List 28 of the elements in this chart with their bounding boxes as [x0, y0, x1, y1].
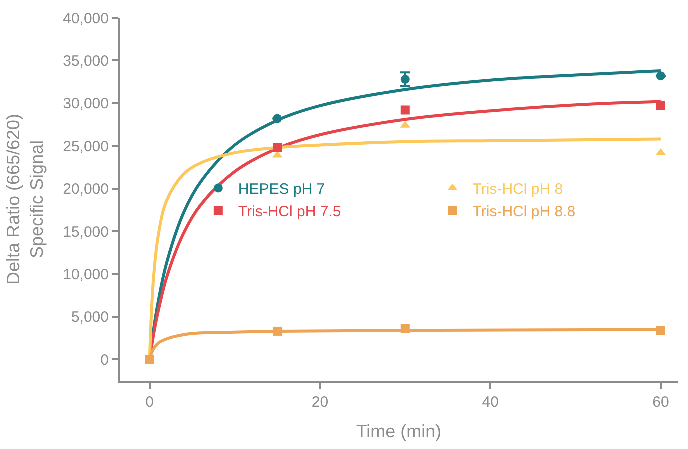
y-axis-title: Delta Ratio (665/620) Specific Signal [3, 114, 47, 286]
point [656, 326, 666, 336]
x-axis-title: Time (min) [356, 422, 442, 442]
point [656, 72, 666, 81]
x-tick-label: 20 [312, 394, 329, 411]
point [145, 355, 154, 364]
y-tick-label: 40,000 [63, 10, 109, 28]
point [656, 101, 666, 110]
legend-label: Tris-HCl pH 8 [472, 181, 564, 198]
y-tick-label: 0 [100, 352, 109, 369]
y-tick-label: 15,000 [63, 224, 109, 241]
point [400, 324, 410, 334]
y-tick-label: 20,000 [63, 181, 109, 198]
y-tick-label: 30,000 [63, 96, 109, 113]
legend-label: Tris-HCl pH 7.5 [238, 204, 342, 221]
y-tick-label: 5,000 [71, 309, 109, 326]
y-tick-label: 10,000 [63, 266, 109, 284]
legend-label: HEPES pH 7 [238, 181, 326, 198]
point [400, 106, 410, 115]
x-tick-label: 60 [652, 394, 670, 411]
legend-label: Tris-HCl pH 8.8 [472, 204, 576, 221]
point [273, 143, 282, 152]
point [273, 114, 282, 124]
x-tick-label: 0 [146, 394, 154, 411]
x-tick-label: 40 [482, 394, 499, 411]
point [273, 326, 282, 336]
y-tick-label: 35,000 [63, 52, 109, 70]
y-tick-label: 25,000 [63, 138, 109, 156]
